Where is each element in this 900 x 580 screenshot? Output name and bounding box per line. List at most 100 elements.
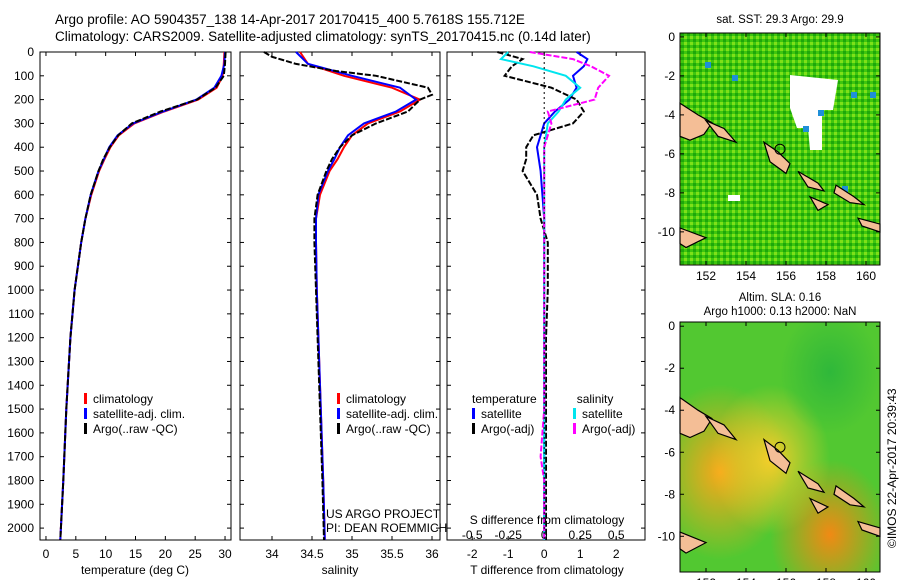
depth-tick-label: 1000: [7, 283, 34, 297]
legend-label: climatology: [346, 391, 407, 406]
t-difference-axis-label: T difference from climatology: [470, 563, 624, 577]
depth-tick-label: 1300: [7, 354, 34, 368]
sla-lat-label: -6: [664, 445, 675, 459]
salinity-xtick-label: 34.5: [300, 547, 324, 561]
legend-swatch-temperature-satellite: [472, 408, 475, 419]
depth-tick-label: 1200: [7, 331, 34, 345]
sla-land-mass: [704, 414, 738, 441]
sst-lat-label: -10: [658, 225, 676, 239]
depth-tick-label: 2000: [7, 521, 34, 535]
temperature-xtick-label: 0: [43, 547, 50, 561]
sla-land-mass: [808, 497, 830, 515]
sst-cloud-pixel: [728, 195, 740, 201]
sla-lat-label: 0: [668, 319, 675, 333]
sst-lat-label: -2: [664, 69, 675, 83]
sla-lon-label: 158: [816, 576, 836, 580]
temperature-legend: climatology satellite-adj. clim. Argo(..…: [84, 391, 185, 436]
imos-watermark: ©IMOS 22-Apr-2017 20:39:43: [885, 388, 899, 548]
sst-lat-label: -4: [664, 108, 675, 122]
legend-swatch-salinity-argo: [573, 423, 576, 434]
difference-legend-salinity: satellite Argo(-adj): [573, 406, 635, 436]
pi-credit: PI: DEAN ROEMMICH: [326, 521, 448, 535]
sla-land-mass: [762, 438, 791, 475]
difference-xtick-label: -2: [467, 547, 478, 561]
salinity-series-line: [263, 51, 434, 541]
depth-tick-label: 0: [27, 45, 34, 59]
temperature-xtick-label: 10: [99, 547, 113, 561]
legend-swatch-argo: [337, 423, 340, 434]
temperature-axis-label: temperature (deg C): [80, 563, 190, 577]
legend-label: Argo(-adj): [481, 421, 535, 436]
temperature-series-line: [59, 51, 226, 541]
temperature-series-line: [59, 51, 227, 541]
sla-anomaly-field: [680, 322, 880, 572]
difference-xtick-label: 2: [613, 547, 620, 561]
sst-cool-pixel: [851, 92, 857, 98]
depth-tick-label: 1800: [7, 473, 34, 487]
sst-lat-label: -8: [664, 186, 675, 200]
legend-label: satellite: [481, 406, 522, 421]
legend-swatch-satellite: [84, 408, 87, 419]
legend-swatch-argo: [84, 423, 87, 434]
sst-land-mass: [833, 184, 867, 206]
sst-cool-pixel: [842, 186, 848, 192]
difference-legend-temperature: satellite Argo(-adj): [472, 406, 534, 436]
depth-tick-label: 700: [14, 212, 34, 226]
sst-cool-pixel: [818, 110, 824, 116]
sst-land-mass: [704, 119, 738, 144]
sst-lon-label: 160: [856, 269, 876, 283]
sst-map-field: [680, 33, 880, 265]
legend-swatch-climatology: [337, 393, 340, 404]
difference-series-line: [497, 51, 586, 540]
figure-title-line1: Argo profile: AO 5904357_138 14-Apr-2017…: [55, 12, 525, 27]
legend-swatch-satellite: [337, 408, 340, 419]
sla-profile-marker: [774, 441, 786, 453]
s-difference-tick-label: 0.5: [608, 528, 625, 542]
depth-tick-label: 400: [14, 140, 34, 154]
depth-tick-label: 900: [14, 259, 34, 273]
temperature-xtick-label: 15: [129, 547, 143, 561]
temperature-xtick-label: 20: [159, 547, 173, 561]
legend-swatch-salinity-satellite: [573, 408, 576, 419]
depth-tick-label: 300: [14, 116, 34, 130]
depth-tick-label: 1100: [8, 307, 34, 321]
sst-map-frame: [679, 32, 881, 266]
sst-cool-pixel: [732, 75, 738, 81]
difference-xtick-label: -1: [503, 547, 514, 561]
s-difference-tick-label: 0.25: [569, 528, 593, 542]
legend-header-salinity: salinity: [576, 391, 614, 406]
sst-lat-label: -6: [664, 147, 675, 161]
sst-cool-pixel: [803, 126, 809, 132]
sla-lat-label: -10: [658, 529, 676, 543]
depth-tick-label: 1700: [7, 450, 34, 464]
legend-label: satellite-adj. clim.: [346, 406, 439, 421]
depth-tick-label: 1500: [7, 402, 34, 416]
sst-cloud-gap: [790, 75, 838, 150]
sst-land-mass: [762, 140, 791, 175]
sla-lon-label: 154: [736, 576, 756, 580]
sla-lat-label: -2: [664, 361, 675, 375]
salinity-xtick-label: 35.5: [380, 547, 404, 561]
sla-lat-label: -8: [664, 487, 675, 501]
depth-tick-label: 1600: [7, 426, 34, 440]
temperature-plot-frame: [39, 51, 232, 541]
project-credit: US ARGO PROJECT: [326, 507, 441, 521]
sst-lon-label: 152: [696, 269, 716, 283]
sla-map-frame: [679, 321, 881, 573]
depth-tick-label: 1400: [7, 378, 34, 392]
sst-lon-label: 156: [776, 269, 796, 283]
salinity-xtick-label: 34: [265, 547, 279, 561]
sst-lat-label: 0: [668, 30, 675, 44]
depth-tick-label: 800: [14, 235, 34, 249]
legend-header-temperature: temperature: [472, 391, 537, 406]
difference-xtick-label: 0: [541, 547, 548, 561]
salinity-legend: climatology satellite-adj. clim. Argo(..…: [337, 391, 438, 436]
depth-tick-label: 200: [14, 93, 34, 107]
s-difference-tick-label: -0.25: [495, 528, 523, 542]
salinity-plot-frame: [239, 51, 441, 541]
legend-swatch-climatology: [84, 393, 87, 404]
sla-map-title: Altim. SLA: 0.16: [738, 292, 822, 304]
legend-label: satellite: [582, 406, 623, 421]
